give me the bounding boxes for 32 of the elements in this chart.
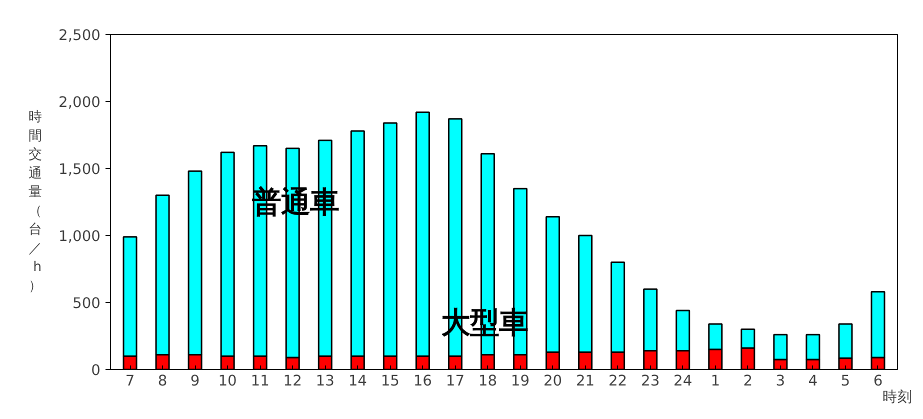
- y-tick-label: 2,500: [58, 27, 101, 44]
- x-tick-label: 12: [283, 372, 302, 390]
- x-tick-label: 8: [158, 372, 168, 390]
- x-tick-label: 24: [674, 372, 692, 390]
- x-tick-label: 23: [641, 372, 660, 390]
- x-tick-label: 14: [348, 372, 367, 390]
- x-tick-label: 22: [608, 372, 628, 390]
- x-tick-label: 19: [510, 372, 530, 390]
- x-tick-label: 1: [710, 372, 720, 390]
- x-tick-label: 21: [576, 372, 595, 390]
- x-tick-label: 10: [218, 372, 237, 390]
- x-tick-label: 17: [446, 372, 465, 390]
- x-axis-title: 時刻: [882, 388, 912, 406]
- x-tick-label: 11: [250, 372, 270, 390]
- y-tick-label: 500: [72, 295, 101, 312]
- x-tick-label: 6: [873, 372, 883, 390]
- y-tick-label: 2,000: [58, 94, 101, 111]
- y-tick-label: 1,000: [58, 228, 101, 245]
- x-tick-label: 9: [190, 372, 200, 390]
- x-tick-label: 15: [380, 372, 400, 390]
- x-tick-label: 16: [413, 372, 432, 390]
- x-tick-label: 2: [743, 372, 753, 390]
- x-tick-label: 4: [808, 372, 818, 390]
- text: 時間交通量（台／h）: [28, 110, 42, 294]
- x-tick-label: 5: [840, 372, 850, 390]
- x-tick-label: 3: [776, 372, 786, 390]
- x-tick-label: 18: [478, 372, 498, 390]
- y-tick-label: 0: [91, 362, 101, 379]
- x-tick-label: 7: [125, 372, 135, 390]
- y-tick-label: 1,500: [58, 161, 101, 178]
- x-tick-label: 13: [316, 372, 334, 390]
- x-tick-label: 20: [543, 372, 562, 390]
